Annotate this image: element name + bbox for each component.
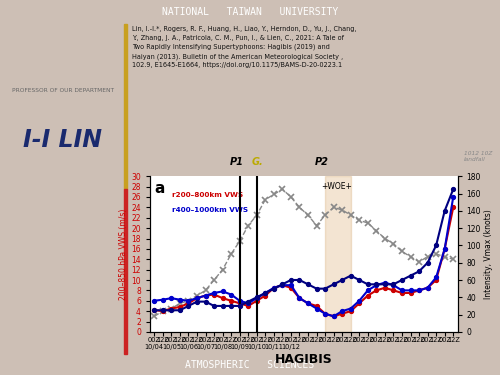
Text: NATIONAL   TAIWAN   UNIVERSITY: NATIONAL TAIWAN UNIVERSITY <box>162 7 338 17</box>
Y-axis label: 200–850 hPa VWS (m/s): 200–850 hPa VWS (m/s) <box>120 209 128 300</box>
Text: r400–1000km VWS: r400–1000km VWS <box>172 207 248 213</box>
Text: Lin, I.-I.*, Rogers, R. F., Huang, H., Liao, Y., Herndon, D., Yu, J., Chang,
Y.,: Lin, I.-I.*, Rogers, R. F., Huang, H., L… <box>132 26 357 68</box>
Text: P2: P2 <box>316 158 329 167</box>
Text: a: a <box>154 181 165 196</box>
Text: PROFESSOR OF OUR DEPARTMENT: PROFESSOR OF OUR DEPARTMENT <box>12 88 114 93</box>
Text: ATMOSPHERIC   SCIENCES: ATMOSPHERIC SCIENCES <box>186 360 314 370</box>
Bar <box>124 189 128 354</box>
Text: P1: P1 <box>230 158 244 167</box>
Bar <box>325 176 350 332</box>
Bar <box>124 24 128 189</box>
Text: G.: G. <box>251 158 263 167</box>
Text: r200–800km VWS: r200–800km VWS <box>172 192 243 198</box>
X-axis label: HAGIBIS: HAGIBIS <box>275 353 332 366</box>
Text: +WOE+: +WOE+ <box>322 183 352 192</box>
Y-axis label: Intensity, Vmax (knots): Intensity, Vmax (knots) <box>484 209 493 299</box>
Text: 1012 10Z
landfall: 1012 10Z landfall <box>464 152 492 162</box>
Text: I-I LIN: I-I LIN <box>23 128 102 152</box>
